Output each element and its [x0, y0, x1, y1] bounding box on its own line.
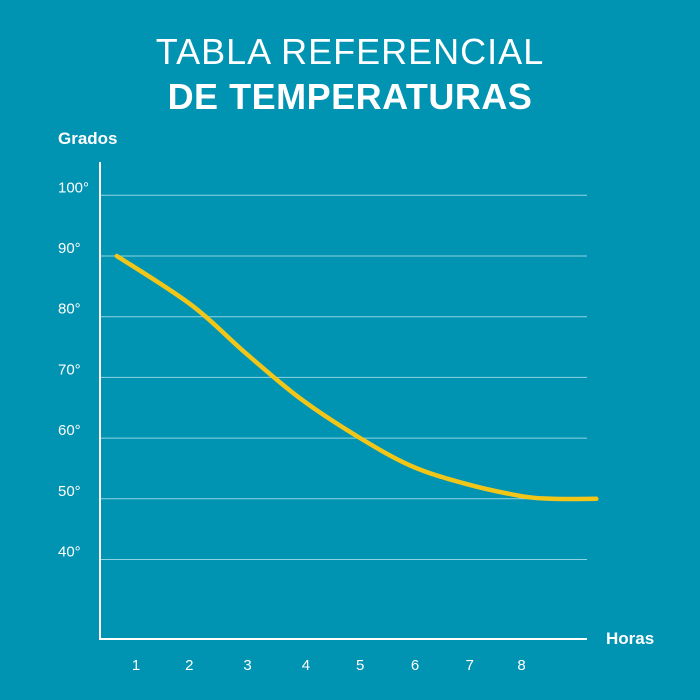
temperature-line-0: [114, 253, 599, 502]
y-tick-label-60: 60°: [58, 422, 81, 439]
y-tick-label-100: 100°: [58, 179, 89, 196]
x-tick-label-1: 1: [132, 657, 140, 674]
series: [114, 253, 599, 502]
x-tick-label-6: 6: [411, 657, 419, 674]
x-tick-labels: 1 2 3 4 5 6 7 8: [132, 657, 526, 674]
axes: [99, 162, 587, 640]
grid-lines: [100, 194, 587, 560]
y-tick-label-40: 40°: [58, 544, 81, 561]
y-tick-label-70: 70°: [58, 361, 81, 378]
title-line-1: TABLA REFERENCIAL: [155, 31, 545, 72]
y-tick-label-80: 80°: [58, 301, 81, 318]
y-tick-label-50: 50°: [58, 483, 81, 500]
title-line-2: DE TEMPERATURAS: [167, 76, 533, 117]
x-tick-label-7: 7: [466, 657, 474, 674]
x-tick-label-5: 5: [356, 657, 364, 674]
x-tick-label-2: 2: [185, 657, 193, 674]
y-tick-labels: 100° 90° 80° 70° 60° 50° 40°: [58, 179, 89, 560]
x-axis-title: Horas: [606, 629, 654, 648]
x-tick-label-3: 3: [243, 657, 251, 674]
x-tick-label-4: 4: [302, 657, 310, 674]
chart-title: TABLA REFERENCIAL DE TEMPERATURAS: [0, 30, 700, 120]
y-axis-title: Grados: [58, 129, 118, 148]
x-tick-label-8: 8: [517, 657, 525, 674]
y-tick-label-90: 90°: [58, 240, 81, 257]
